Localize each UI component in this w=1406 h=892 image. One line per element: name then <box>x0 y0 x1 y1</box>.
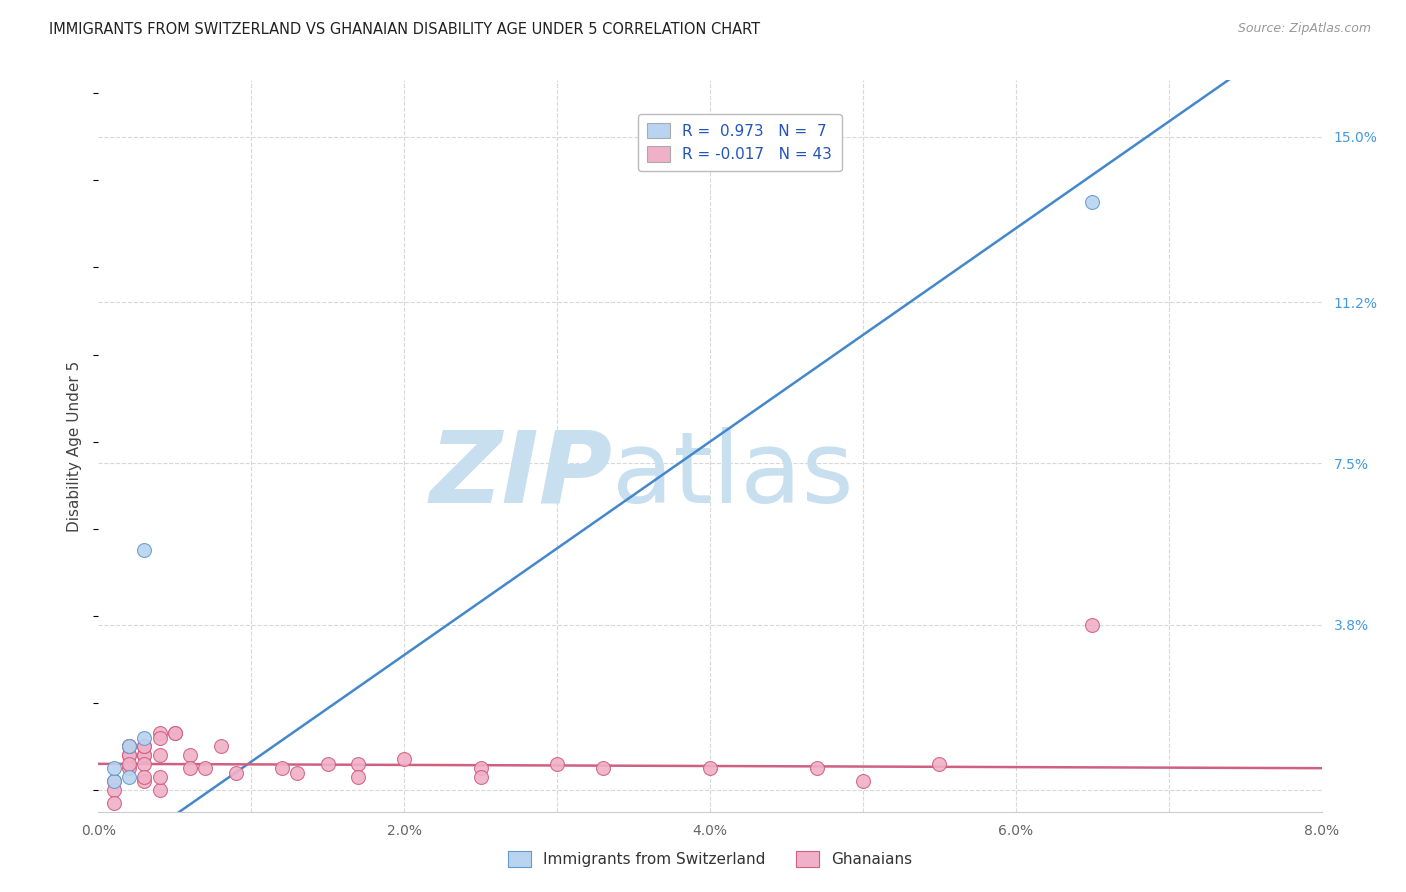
Point <box>470 770 492 784</box>
Point <box>149 783 172 797</box>
Point <box>149 726 172 740</box>
Point <box>928 756 950 771</box>
Point <box>134 739 156 754</box>
Point <box>103 774 125 789</box>
Point <box>134 756 156 771</box>
Point <box>103 783 125 797</box>
Point <box>194 761 217 775</box>
Y-axis label: Disability Age Under 5: Disability Age Under 5 <box>67 360 83 532</box>
Point <box>134 739 156 754</box>
Point <box>1081 195 1104 210</box>
Point <box>470 761 492 775</box>
Text: IMMIGRANTS FROM SWITZERLAND VS GHANAIAN DISABILITY AGE UNDER 5 CORRELATION CHART: IMMIGRANTS FROM SWITZERLAND VS GHANAIAN … <box>49 22 761 37</box>
Point <box>699 761 721 775</box>
Text: ZIP: ZIP <box>429 426 612 524</box>
Point <box>134 543 156 558</box>
Text: Source: ZipAtlas.com: Source: ZipAtlas.com <box>1237 22 1371 36</box>
Point <box>134 748 156 763</box>
Point <box>163 726 186 740</box>
Point <box>347 770 370 784</box>
Point <box>546 756 568 771</box>
Point <box>316 756 339 771</box>
Point <box>118 748 141 763</box>
Point <box>118 761 141 775</box>
Point <box>285 765 308 780</box>
Point <box>118 748 141 763</box>
Point <box>134 774 156 789</box>
Point <box>149 748 172 763</box>
Point <box>118 770 141 784</box>
Point <box>592 761 614 775</box>
Point <box>103 796 125 810</box>
Point <box>118 739 141 754</box>
Point <box>118 756 141 771</box>
Legend: Immigrants from Switzerland, Ghanaians: Immigrants from Switzerland, Ghanaians <box>502 846 918 873</box>
Text: atlas: atlas <box>612 426 853 524</box>
Point <box>149 770 172 784</box>
Point <box>118 739 141 754</box>
Point <box>179 761 201 775</box>
Point <box>179 748 201 763</box>
Point <box>118 739 141 754</box>
Point <box>103 761 125 775</box>
Point <box>163 726 186 740</box>
Point <box>392 752 416 766</box>
Point <box>209 739 232 754</box>
Point <box>225 765 247 780</box>
Point <box>852 774 875 789</box>
Point <box>134 731 156 745</box>
Point <box>270 761 294 775</box>
Point <box>134 748 156 763</box>
Point <box>149 731 172 745</box>
Point <box>1081 617 1104 632</box>
Point <box>806 761 828 775</box>
Point <box>134 770 156 784</box>
Point <box>103 774 125 789</box>
Point <box>347 756 370 771</box>
